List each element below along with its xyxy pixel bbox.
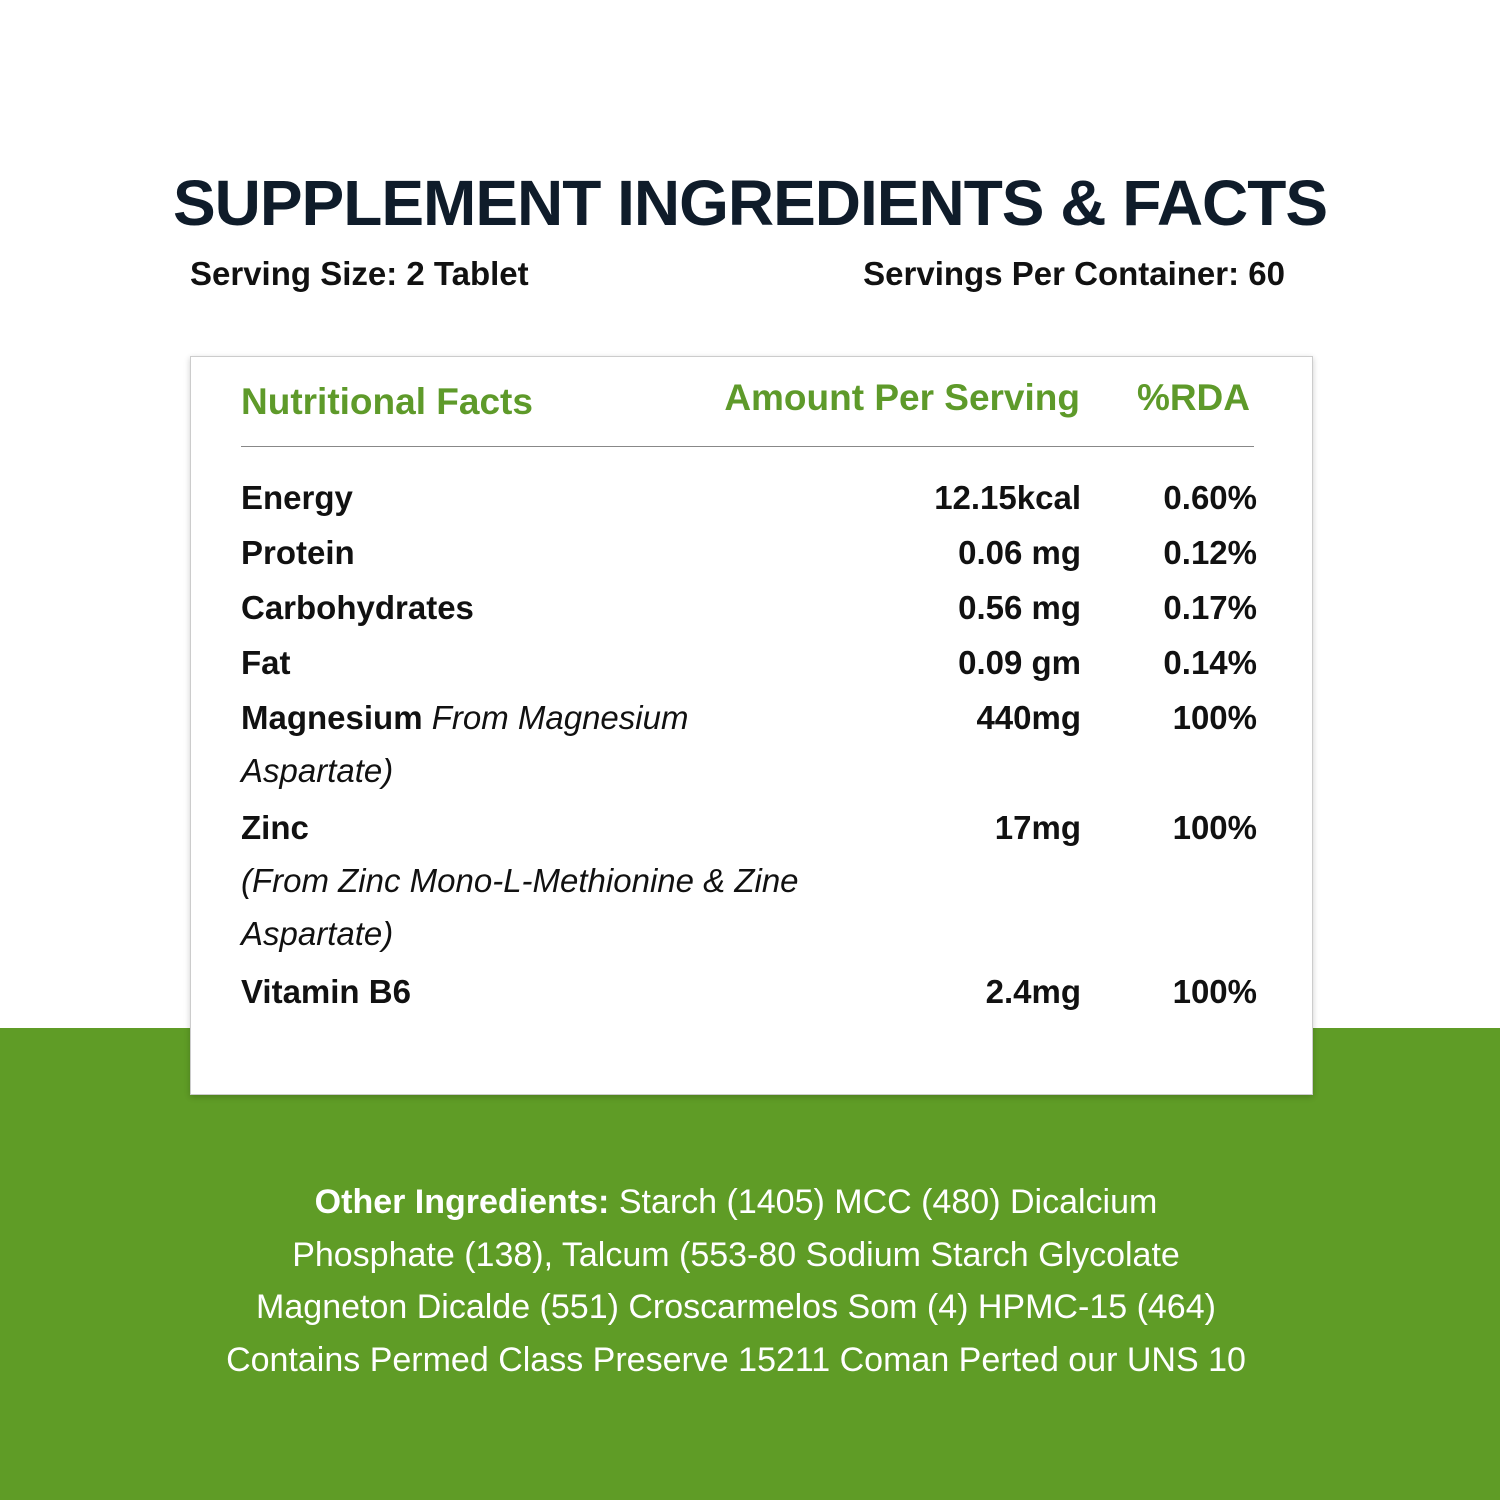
nutrient-name: Energy xyxy=(241,479,353,516)
name-cell: Energy xyxy=(241,471,811,524)
table-row: Energy 12.15kcal 0.60% xyxy=(241,471,1257,524)
divider xyxy=(241,446,1254,447)
column-header: Amount Per Serving xyxy=(724,377,1080,418)
name-cell: Fat xyxy=(241,636,811,689)
rda: 0.14% xyxy=(1163,644,1257,681)
ingredients-line: Contains Permed Class Preserve 15211 Com… xyxy=(0,1334,1472,1387)
nutrient-name: Zinc xyxy=(241,809,309,846)
name-cell: Carbohydrates xyxy=(241,581,811,634)
rda: 0.17% xyxy=(1163,589,1257,626)
amount: 0.09 gm xyxy=(958,644,1081,681)
table-row: Zinc (From Zinc Mono-L-Methionine & Zine … xyxy=(241,801,1257,960)
servings-per-container: Servings Per Container: 60 xyxy=(863,255,1285,292)
nutrient-name: Magnesium xyxy=(241,699,423,736)
serving-size: Serving Size: 2 Tablet xyxy=(190,255,529,292)
table-row: Vitamin B6 2.4mg 100% xyxy=(241,965,1257,1018)
amount: 440mg xyxy=(976,699,1081,736)
facts-card: Nutritional Facts Amount Per Serving %RD… xyxy=(190,356,1313,1095)
name-cell: Protein xyxy=(241,526,811,579)
nutrient-name: Carbohydrates xyxy=(241,589,474,626)
other-ingredients: Other Ingredients: Starch (1405) MCC (48… xyxy=(0,1176,1472,1386)
ingredients-text: Contains Permed Class Preserve 15211 Com… xyxy=(226,1340,1246,1379)
table-row: Magnesium From Magnesium Aspartate) 440mg… xyxy=(241,691,1257,797)
table-row: Protein 0.06 mg 0.12% xyxy=(241,526,1257,579)
rda: 0.12% xyxy=(1163,534,1257,571)
title: SUPPLEMENT INGREDIENTS & FACTS xyxy=(172,167,1328,239)
amount: 0.06 mg xyxy=(958,534,1081,571)
column-header: %RDA xyxy=(1136,377,1250,418)
name-cell: Zinc (From Zinc Mono-L-Methionine & Zine … xyxy=(241,801,811,960)
nutrient-name: Fat xyxy=(241,644,291,681)
table-row: Fat 0.09 gm 0.14% xyxy=(241,636,1257,689)
rda: 100% xyxy=(1172,699,1257,736)
amount: 2.4mg xyxy=(985,973,1081,1010)
amount: 0.56 mg xyxy=(958,589,1081,626)
ingredients-text: Phosphate (138), Talcum (553-80 Sodium S… xyxy=(292,1235,1180,1274)
nutrient-source: From Magnesium Aspartate) xyxy=(241,699,689,789)
rda: 0.60% xyxy=(1163,479,1257,516)
name-cell: Magnesium From Magnesium Aspartate) xyxy=(241,691,811,797)
name-cell: Vitamin B6 xyxy=(241,965,811,1018)
ingredients-text: Starch (1405) MCC (480) Dicalcium xyxy=(618,1183,1158,1221)
ingredients-line: Phosphate (138), Talcum (553-80 Sodium S… xyxy=(0,1229,1472,1282)
amount: 17mg xyxy=(994,809,1081,846)
nutrient-name: Protein xyxy=(241,534,355,571)
green-band xyxy=(0,1028,1500,1500)
ingredients-label: Other Ingredients: xyxy=(314,1183,610,1221)
ingredients-line: Other Ingredients: Starch (1405) MCC (48… xyxy=(0,1176,1472,1229)
nutrient-source: (From Zinc Mono-L-Methionine & Zine Aspa… xyxy=(241,862,799,952)
table-row: Carbohydrates 0.56 mg 0.17% xyxy=(241,581,1257,634)
rda: 100% xyxy=(1172,973,1257,1010)
amount: 12.15kcal xyxy=(934,479,1081,516)
column-header: Nutritional Facts xyxy=(241,381,533,422)
ingredients-line: Magneton Dicalde (551) Croscarmelos Som … xyxy=(0,1281,1472,1334)
nutrient-name: Vitamin B6 xyxy=(241,973,411,1010)
ingredients-text: Magneton Dicalde (551) Croscarmelos Som … xyxy=(256,1288,1216,1326)
rda: 100% xyxy=(1172,809,1257,846)
